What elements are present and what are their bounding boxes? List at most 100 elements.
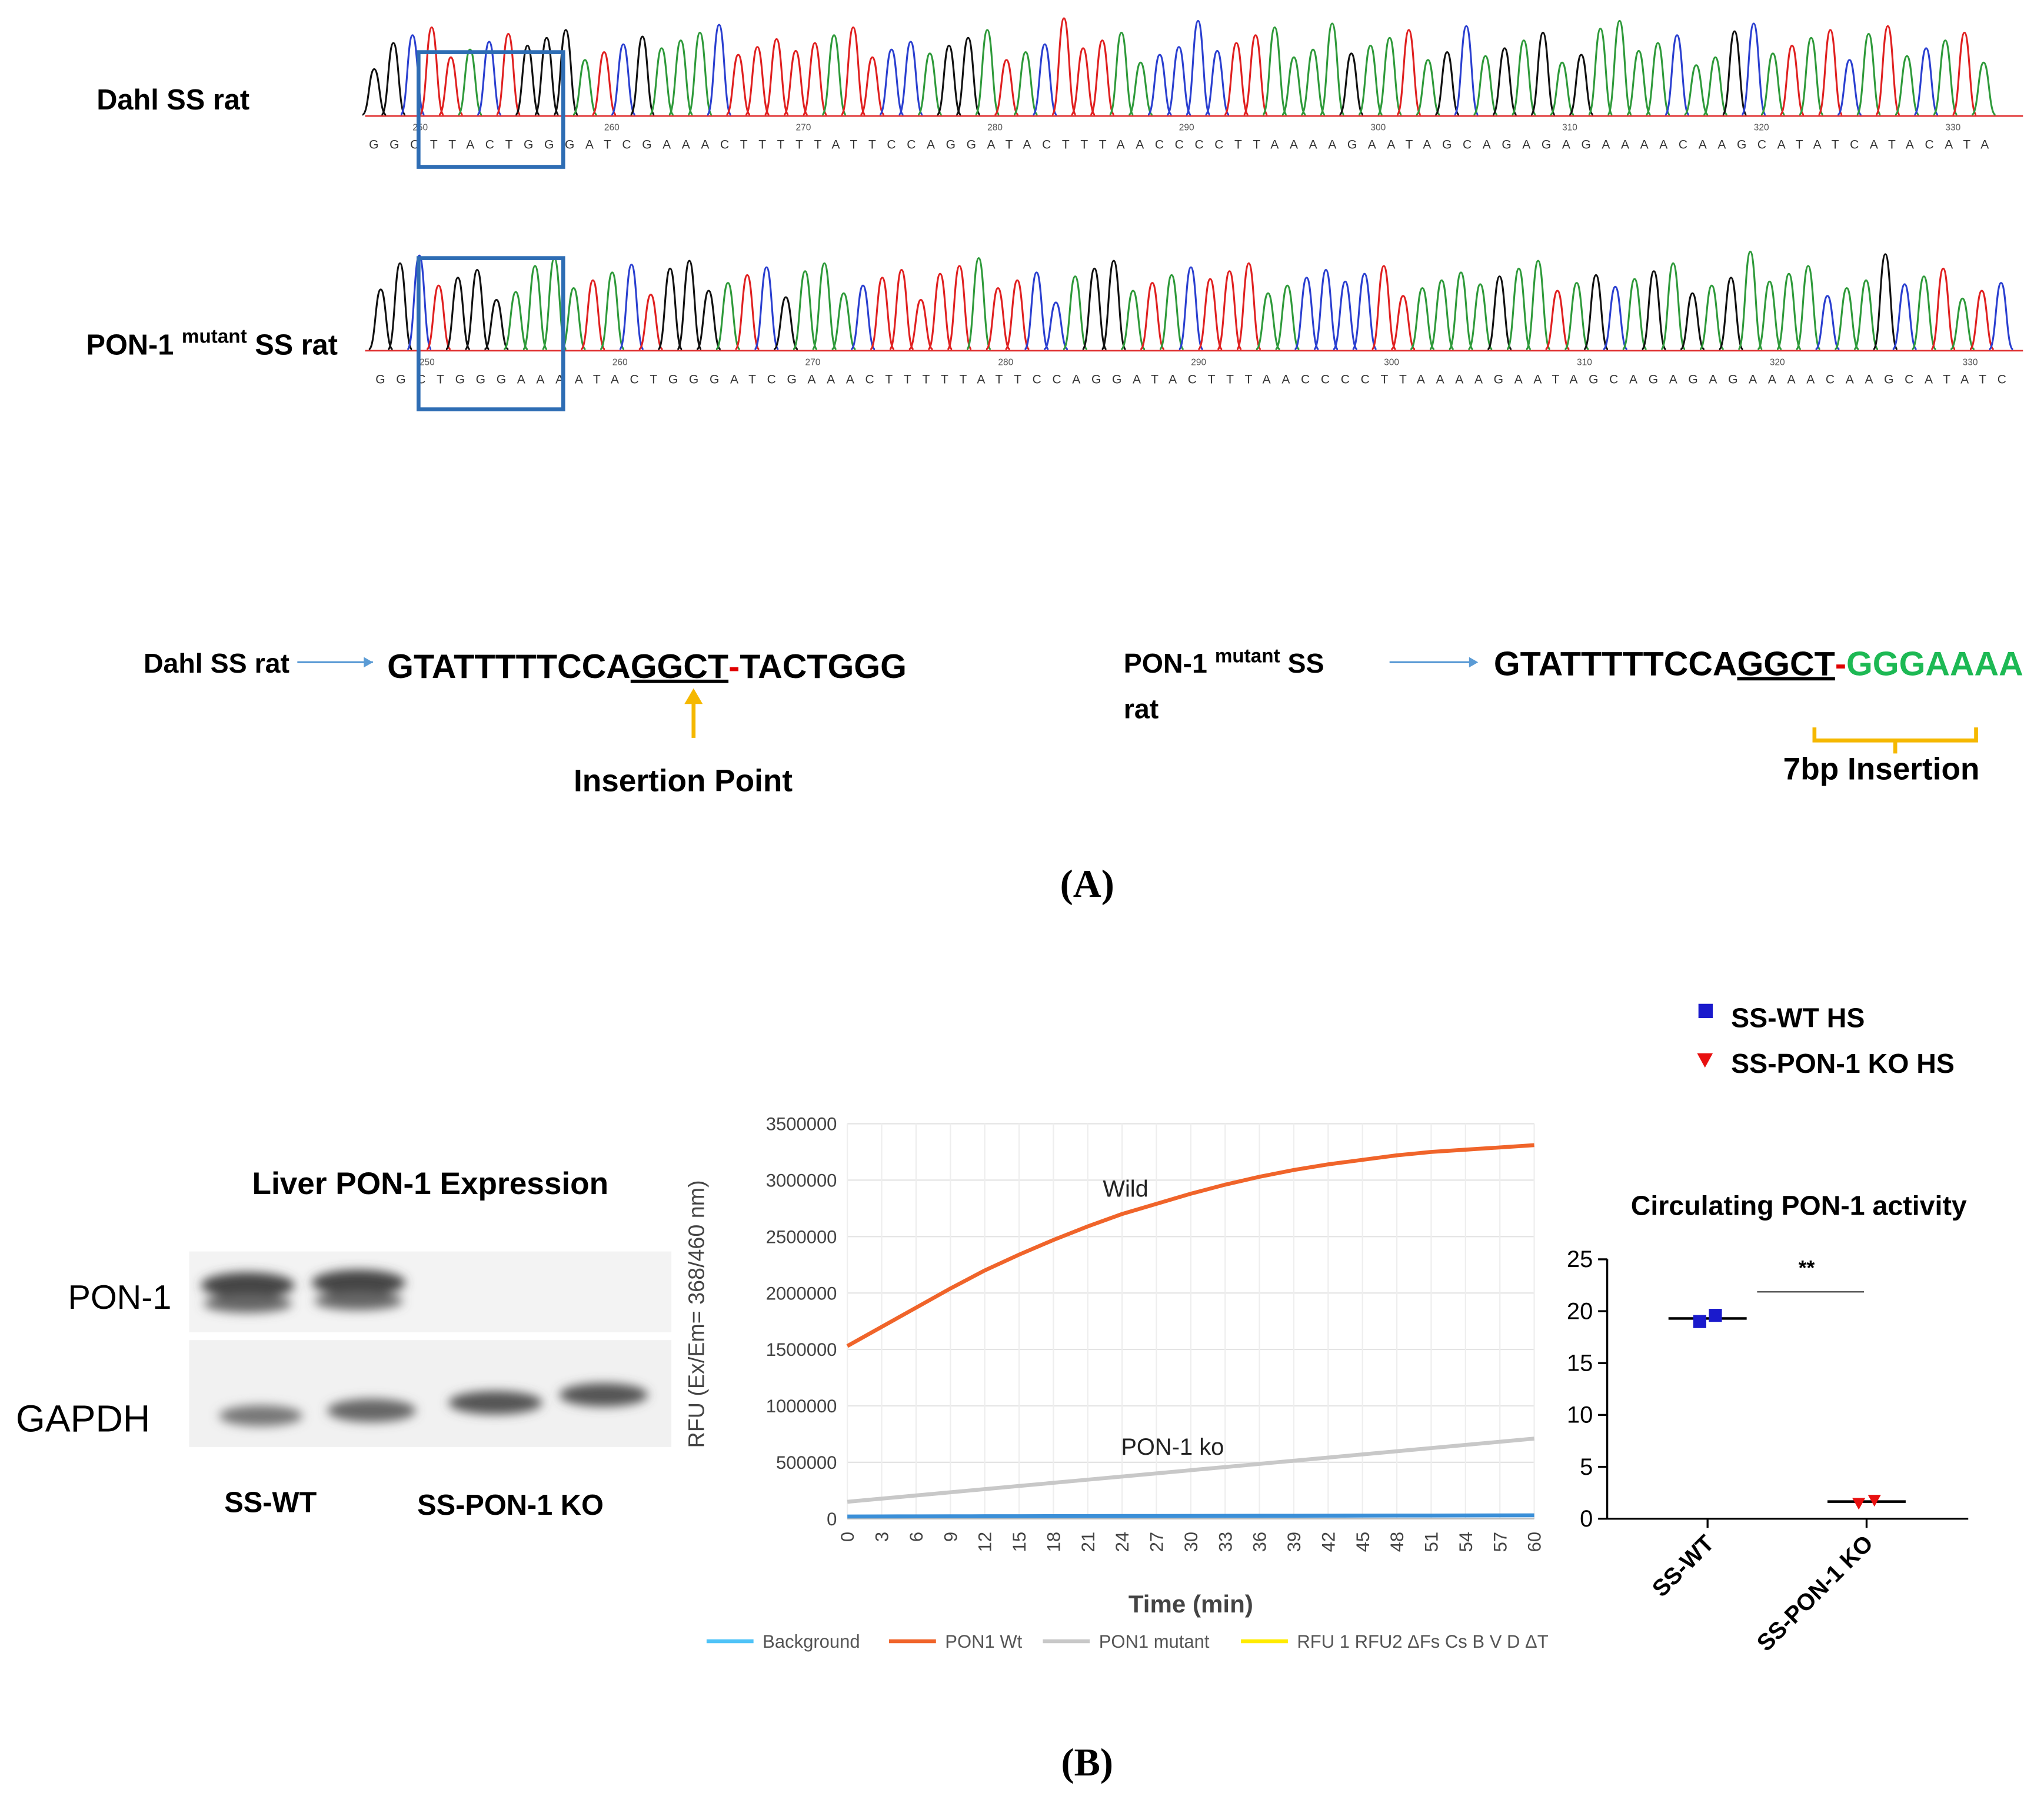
peak — [1525, 260, 1552, 351]
peak — [1051, 17, 1077, 116]
peak — [1062, 275, 1088, 351]
peak — [1969, 290, 1995, 351]
position-label: 310 — [1562, 123, 1577, 133]
seq-part: TACTGGG — [740, 648, 907, 686]
peak — [1377, 36, 1403, 116]
peak — [638, 294, 664, 351]
legend-label: PON1 Wt — [945, 1631, 1022, 1652]
position-label: 290 — [1191, 357, 1206, 367]
blot-row-label: PON-1 — [68, 1279, 171, 1316]
peak — [966, 257, 992, 351]
peak — [445, 277, 471, 351]
peak — [1357, 44, 1384, 116]
peak — [878, 48, 904, 116]
peak — [1197, 278, 1223, 351]
x-tick-label: 21 — [1078, 1532, 1098, 1552]
peak — [676, 260, 703, 351]
peak — [534, 36, 560, 116]
seq-dash: - — [1835, 645, 1846, 683]
trace-label: Dahl SS rat — [96, 84, 249, 116]
seq-part: GTATTTTTCCA — [1494, 645, 1737, 683]
peak — [993, 59, 1020, 116]
peak — [400, 34, 425, 116]
band — [201, 1272, 295, 1299]
bracket — [1812, 727, 1978, 754]
position-label: 280 — [987, 123, 1003, 133]
peak — [1351, 272, 1378, 351]
peak — [361, 68, 387, 116]
peak — [831, 292, 857, 351]
peak — [438, 56, 464, 116]
legend-label: RFU 1 RFU2 ΔFs Cs B V D ΔT — [1297, 1631, 1548, 1652]
x-tick-label: 9 — [940, 1532, 961, 1542]
peak — [936, 44, 962, 116]
peak — [1332, 280, 1359, 351]
peak — [764, 38, 790, 116]
peak — [1236, 262, 1262, 351]
band — [559, 1383, 648, 1407]
peak — [1166, 46, 1192, 116]
peak — [1699, 284, 1725, 351]
peak — [457, 48, 483, 116]
y-tick-label: 500000 — [776, 1452, 837, 1473]
peak — [1892, 283, 1918, 351]
x-tick-label: 0 — [837, 1532, 858, 1542]
peak — [464, 268, 490, 351]
peak — [1013, 51, 1038, 116]
peak — [561, 287, 587, 351]
peak — [1185, 19, 1211, 116]
position-label: 330 — [1945, 123, 1960, 133]
peak — [406, 254, 432, 351]
position-label: 280 — [998, 357, 1013, 367]
seq-insert: GGGAAAA — [1846, 645, 2023, 683]
peak — [1274, 284, 1300, 351]
peak — [1415, 59, 1441, 116]
peak — [1023, 271, 1050, 351]
peak — [1664, 34, 1690, 116]
legend-label: PON1 mutant — [1099, 1631, 1210, 1652]
position-label: 300 — [1370, 123, 1386, 133]
annotation: Wild — [1103, 1176, 1148, 1202]
peak — [1081, 267, 1108, 351]
label-part: PON-1 — [86, 330, 174, 361]
peak — [783, 49, 809, 116]
peak — [1817, 29, 1843, 116]
seq-label: PON-1 mutant SS — [1124, 637, 1324, 679]
x-tick-label: 48 — [1387, 1532, 1407, 1552]
note: Insertion Point — [574, 764, 793, 799]
peak — [522, 265, 548, 351]
peak — [1396, 29, 1422, 116]
x-tick-label: 45 — [1353, 1532, 1373, 1552]
peak — [1836, 59, 1863, 116]
peak — [850, 284, 876, 351]
peak — [476, 41, 502, 116]
peak — [1913, 47, 1939, 116]
band — [311, 1269, 406, 1296]
peak — [1159, 274, 1185, 351]
y-tick-label: 5 — [1580, 1454, 1593, 1480]
series-line — [847, 1436, 1534, 1504]
y-tick-label: 3000000 — [766, 1170, 837, 1191]
x-tick-label: 27 — [1147, 1532, 1167, 1552]
peak — [1568, 54, 1594, 116]
legend-swatch — [1697, 1053, 1713, 1068]
peak — [1930, 267, 1956, 351]
peak — [1740, 22, 1767, 116]
point — [1709, 1309, 1722, 1322]
peak — [1950, 297, 1975, 351]
band — [448, 1391, 542, 1415]
peak — [1856, 33, 1882, 116]
point — [1867, 1495, 1881, 1507]
x-tick-label: 24 — [1112, 1532, 1133, 1552]
peak — [1679, 292, 1706, 351]
sequence: GTATTTTTCCAGGCT-GGGAAAA — [1494, 645, 2023, 683]
x-tick-label: 33 — [1215, 1532, 1236, 1552]
y-axis-label: RFU (Ex/Em= 368/460 nm) — [684, 1180, 708, 1448]
peak — [1486, 275, 1513, 351]
peak — [1004, 279, 1030, 351]
band — [219, 1405, 303, 1426]
peak — [1429, 279, 1455, 351]
position-label: 320 — [1754, 123, 1769, 133]
peak — [1988, 282, 2014, 351]
